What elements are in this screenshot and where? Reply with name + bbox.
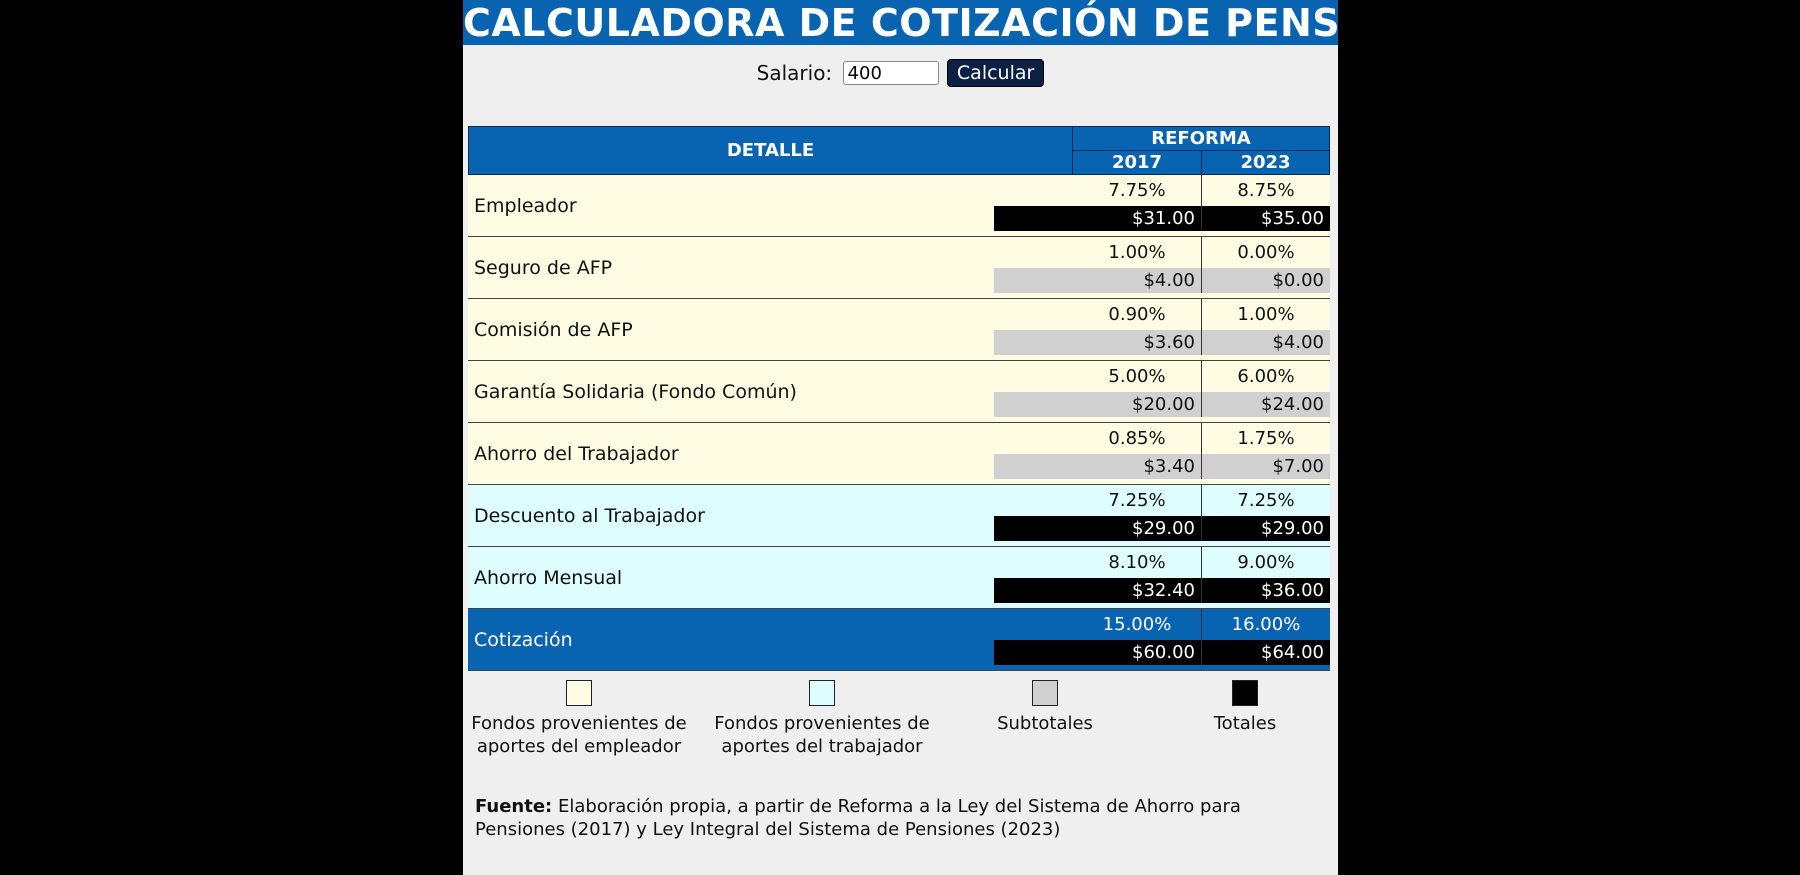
source-text: Elaboración propia, a partir de Reforma … (475, 796, 1241, 840)
row-divider (468, 298, 1330, 299)
row-label: Garantía Solidaria (Fondo Común) (474, 381, 797, 403)
column-divider (1201, 175, 1202, 231)
amount-2023: $36.00 (1202, 578, 1330, 603)
amount-2017: $31.00 (994, 206, 1201, 231)
legend-worker-swatch (809, 680, 835, 706)
legend-employer-label: Fondos provenientes de aportes del emple… (471, 713, 687, 757)
amount-2017: $3.60 (994, 330, 1201, 355)
row-label: Seguro de AFP (474, 257, 613, 279)
legend-totals: Totales (1185, 680, 1305, 735)
row-label: Comisión de AFP (474, 319, 633, 341)
reform-header: REFORMA (1072, 126, 1330, 151)
pct-2017: 15.00% (1102, 614, 1172, 635)
pct-2017: 7.75% (1108, 180, 1166, 201)
table-row: Seguro de AFP 1.00% 0.00% $4.00 $0.00 (468, 237, 1330, 299)
amount-2017: $20.00 (994, 392, 1201, 417)
amount-2017: $3.40 (994, 454, 1201, 479)
year-2017-header: 2017 (1072, 150, 1202, 175)
row-label: Empleador (474, 195, 577, 217)
row-divider (468, 670, 1330, 671)
salary-form: Salario: Calcular (463, 59, 1338, 89)
legend-subtotals-swatch (1032, 680, 1058, 706)
legend-employer: Fondos provenientes de aportes del emple… (469, 680, 689, 758)
calculate-button[interactable]: Calcular (946, 59, 1045, 87)
legend-totals-label: Totales (1213, 713, 1277, 734)
table-row: Ahorro Mensual 8.10% 9.00% $32.40 $36.00 (468, 547, 1330, 609)
row-label: Descuento al Trabajador (474, 505, 705, 527)
legend-subtotals: Subtotales (985, 680, 1105, 735)
row-divider (468, 484, 1330, 485)
pct-2023: 9.00% (1237, 552, 1295, 573)
amount-2023: $24.00 (1202, 392, 1330, 417)
amount-2023: $7.00 (1202, 454, 1330, 479)
pct-2017: 7.25% (1108, 490, 1166, 511)
legend: Fondos provenientes de aportes del emple… (463, 680, 1338, 780)
row-divider (468, 546, 1330, 547)
calculator-panel: CALCULADORA DE COTIZACIÓN DE PENSIONES S… (463, 0, 1338, 875)
page-title: CALCULADORA DE COTIZACIÓN DE PENSIONES (463, 0, 1338, 45)
legend-worker-label: Fondos provenientes de aportes del traba… (714, 713, 930, 757)
salary-label: Salario: (756, 61, 833, 85)
row-divider (468, 422, 1330, 423)
pct-2017: 0.85% (1108, 428, 1166, 449)
salary-input[interactable] (842, 61, 939, 85)
amount-2017: $32.40 (994, 578, 1201, 603)
pct-2017: 5.00% (1108, 366, 1166, 387)
table-row: Garantía Solidaria (Fondo Común) 5.00% 6.0… (468, 361, 1330, 423)
row-divider (468, 236, 1330, 237)
row-label: Ahorro Mensual (474, 567, 623, 589)
pct-2023: 16.00% (1231, 614, 1301, 635)
table-row: Comisión de AFP 0.90% 1.00% $3.60 $4.00 (468, 299, 1330, 361)
column-divider (1201, 547, 1202, 603)
pct-2023: 6.00% (1237, 366, 1295, 387)
row-label: Cotización (474, 629, 573, 651)
column-divider (1201, 609, 1202, 665)
column-divider (1201, 299, 1202, 355)
table-row: Descuento al Trabajador 7.25% 7.25% $29.00 $… (468, 485, 1330, 547)
column-divider (1201, 361, 1202, 417)
amount-2023: $64.00 (1202, 640, 1330, 665)
year-2023-header: 2023 (1201, 150, 1330, 175)
amount-2017: $4.00 (994, 268, 1201, 293)
amount-2023: $4.00 (1202, 330, 1330, 355)
pct-2023: 1.00% (1237, 304, 1295, 325)
detail-header: DETALLE (468, 126, 1073, 175)
table-row: Ahorro del Trabajador 0.85% 1.75% $3.40 $7.0… (468, 423, 1330, 485)
legend-worker: Fondos provenientes de aportes del traba… (709, 680, 935, 758)
amount-2017: $60.00 (994, 640, 1201, 665)
row-label: Ahorro del Trabajador (474, 443, 679, 465)
pct-2017: 8.10% (1108, 552, 1166, 573)
column-divider (1201, 237, 1202, 293)
table-row: Cotización 15.00% 16.00% $60.00 $64.00 (468, 609, 1330, 671)
row-divider (468, 360, 1330, 361)
legend-totals-swatch (1232, 680, 1258, 706)
amount-2017: $29.00 (994, 516, 1201, 541)
pct-2017: 0.90% (1108, 304, 1166, 325)
column-divider (1201, 485, 1202, 541)
source-label: Fuente: (475, 796, 553, 817)
legend-subtotals-label: Subtotales (997, 713, 1093, 734)
pct-2023: 7.25% (1237, 490, 1295, 511)
row-divider (468, 608, 1330, 609)
source-note: Fuente: Elaboración propia, a partir de … (475, 795, 1295, 841)
amount-2023: $0.00 (1202, 268, 1330, 293)
pct-2023: 0.00% (1237, 242, 1295, 263)
legend-employer-swatch (566, 680, 592, 706)
pct-2023: 1.75% (1237, 428, 1295, 449)
pct-2017: 1.00% (1108, 242, 1166, 263)
amount-2023: $29.00 (1202, 516, 1330, 541)
pct-2023: 8.75% (1237, 180, 1295, 201)
table-row: Empleador 7.75% 8.75% $31.00 $35.00 (468, 175, 1330, 237)
amount-2023: $35.00 (1202, 206, 1330, 231)
column-divider (1201, 423, 1202, 479)
